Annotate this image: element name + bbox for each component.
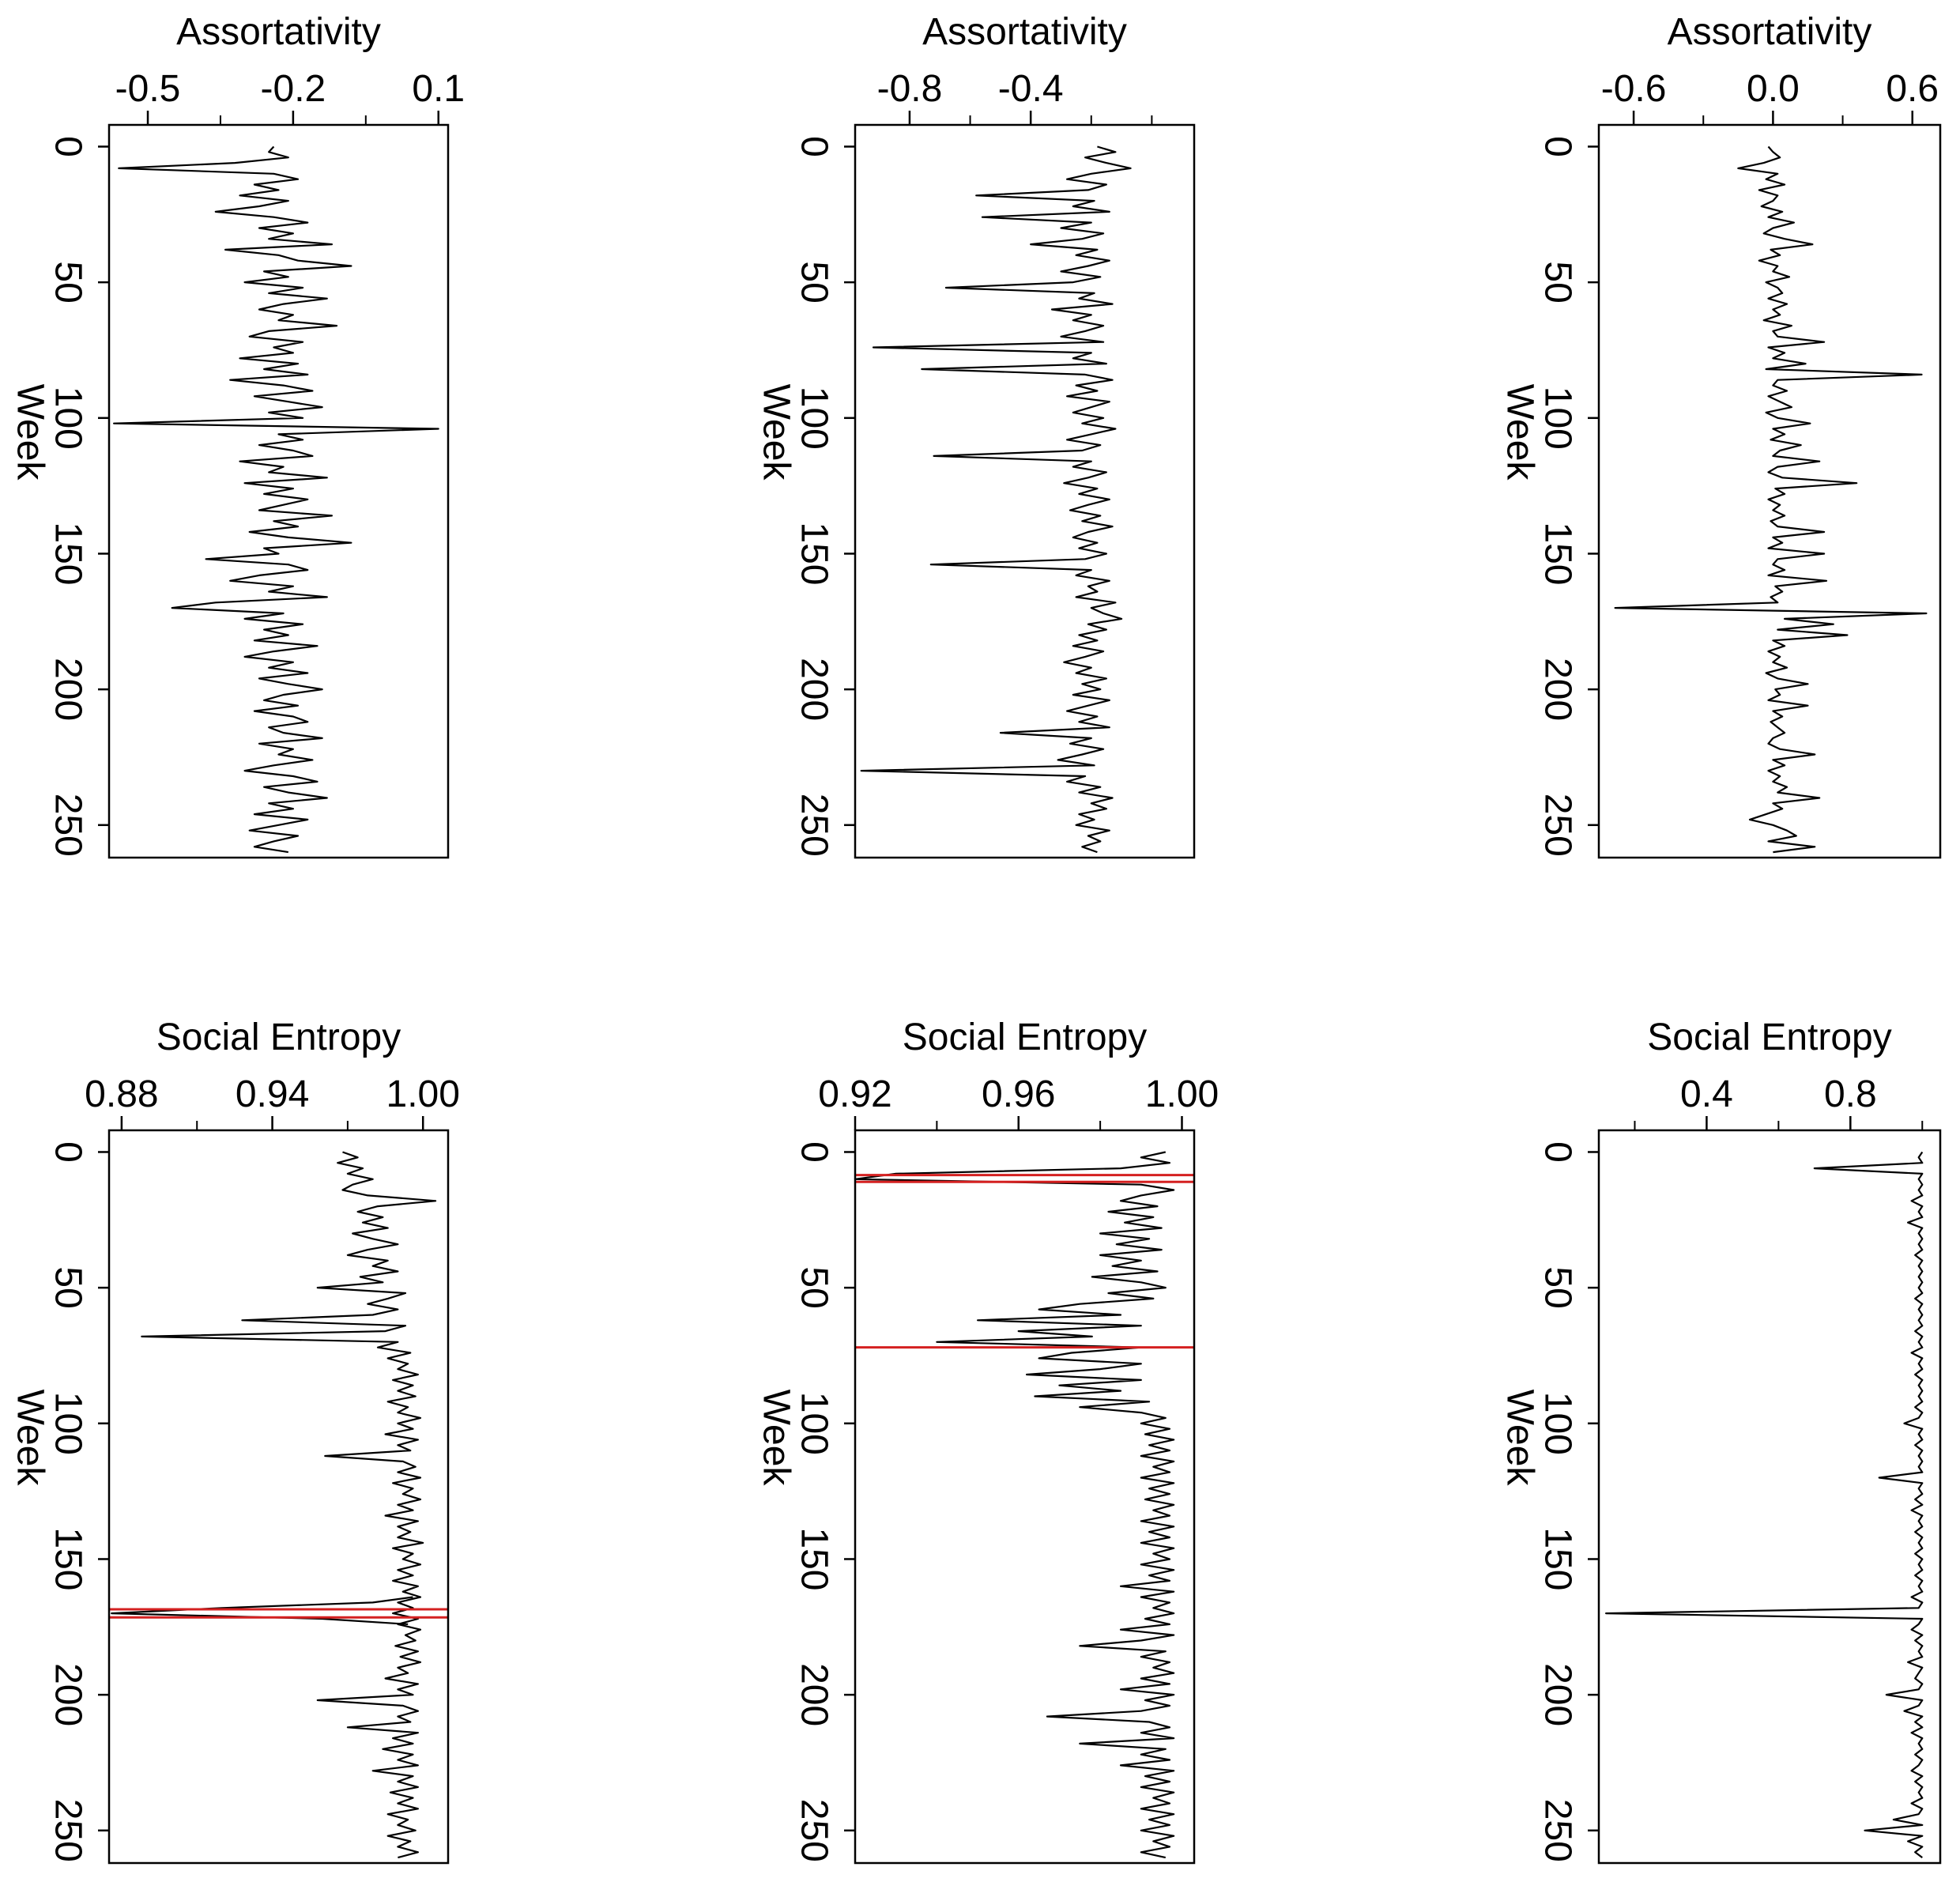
x-axis-title: Assortativity bbox=[922, 11, 1127, 53]
x-tick-label: 0.94 bbox=[236, 1073, 309, 1115]
x-tick-label: 0.8 bbox=[1824, 1073, 1877, 1115]
x-axis-title: Social Entropy bbox=[1647, 1016, 1892, 1058]
y-tick-label: 150 bbox=[47, 522, 89, 585]
y-tick-label: 50 bbox=[793, 1266, 835, 1308]
x-tick-label: 0.4 bbox=[1680, 1073, 1733, 1115]
y-tick-label: 100 bbox=[47, 387, 89, 450]
series-line-1 bbox=[1614, 145, 1928, 854]
y-tick-label: 200 bbox=[1537, 1663, 1579, 1726]
y-tick-label: 0 bbox=[793, 1141, 835, 1163]
y-axis-title: Week bbox=[756, 1390, 797, 1487]
plot-frame bbox=[854, 1129, 1196, 1865]
y-tick-label: 0 bbox=[47, 136, 89, 157]
y-tick-label: 200 bbox=[1537, 658, 1579, 721]
x-tick-label: 0.92 bbox=[818, 1073, 891, 1115]
x-axis-title: Assortativity bbox=[176, 11, 381, 53]
plot-frame bbox=[1597, 1129, 1942, 1865]
x-tick-label: 1.00 bbox=[386, 1073, 460, 1115]
series-line-1 bbox=[860, 145, 1132, 854]
series-line-1 bbox=[113, 145, 439, 854]
x-tick-label: -0.8 bbox=[877, 68, 943, 110]
y-tick-label: 250 bbox=[1537, 794, 1579, 857]
x-tick-label: -0.5 bbox=[115, 68, 181, 110]
y-tick-label: 100 bbox=[793, 387, 835, 450]
y-tick-label: 250 bbox=[793, 794, 835, 857]
series-line-2 bbox=[111, 1596, 413, 1625]
y-axis-title: Week bbox=[9, 384, 51, 481]
panel-6: 0.4 0.8 Social Entropy 0 50 100 150 200 250 Week bbox=[1499, 1016, 1942, 1865]
y-tick-label: 200 bbox=[793, 1663, 835, 1726]
y-tick-label: 150 bbox=[1537, 1527, 1579, 1590]
panel-4: 0.88 0.94 1.00 Social Entropy 0 50 100 150 200 25… bbox=[9, 1016, 460, 1865]
y-tick-label: 200 bbox=[47, 658, 89, 721]
x-axis-title: Assortativity bbox=[1668, 11, 1872, 53]
x-tick-label: -0.6 bbox=[1601, 68, 1667, 110]
y-tick-label: 200 bbox=[793, 658, 835, 721]
y-tick-label: 100 bbox=[1537, 1392, 1579, 1455]
plot-frame bbox=[107, 1129, 450, 1865]
y-tick-label: 150 bbox=[47, 1527, 89, 1590]
y-tick-label: 50 bbox=[1537, 1266, 1579, 1308]
y-axis-title: Week bbox=[9, 1390, 51, 1487]
y-tick-label: 250 bbox=[47, 794, 89, 857]
x-tick-label: -0.4 bbox=[998, 68, 1064, 110]
panel-1: -0.5 -0.2 0.1 Assortativity 0 50 100 150 200 250 W… bbox=[9, 11, 465, 859]
y-tick-label: 150 bbox=[793, 522, 835, 585]
y-tick-label: 0 bbox=[793, 136, 835, 157]
plot-frame bbox=[1597, 123, 1942, 859]
y-tick-label: 200 bbox=[47, 1663, 89, 1726]
x-tick-label: 0.96 bbox=[982, 1073, 1055, 1115]
x-tick-label: 0.88 bbox=[85, 1073, 158, 1115]
y-tick-label: 0 bbox=[47, 1141, 89, 1163]
panel-3: -0.6 0.0 0.6 Assortativity 0 50 100 150 200 250 We… bbox=[1499, 11, 1942, 859]
y-tick-label: 100 bbox=[47, 1392, 89, 1455]
y-tick-label: 150 bbox=[793, 1527, 835, 1590]
series-line-1 bbox=[1605, 1151, 1924, 1858]
y-tick-label: 250 bbox=[1537, 1799, 1579, 1862]
plot-frame bbox=[107, 123, 450, 859]
series-line-1 bbox=[141, 1151, 437, 1859]
y-tick-label: 50 bbox=[1537, 261, 1579, 303]
y-tick-label: 50 bbox=[47, 1266, 89, 1308]
y-tick-label: 250 bbox=[47, 1799, 89, 1862]
x-tick-label: 0.0 bbox=[1747, 68, 1800, 110]
panel-2: -0.8 -0.4 Assortativity 0 50 100 150 200 250 Week bbox=[756, 11, 1196, 859]
y-tick-label: 100 bbox=[793, 1392, 835, 1455]
y-tick-label: 250 bbox=[793, 1799, 835, 1862]
y-tick-label: 50 bbox=[47, 261, 89, 303]
y-tick-label: 0 bbox=[1537, 136, 1579, 157]
x-tick-label: 1.00 bbox=[1145, 1073, 1219, 1115]
y-tick-label: 50 bbox=[793, 261, 835, 303]
x-tick-label: 0.6 bbox=[1886, 68, 1939, 110]
panel-5: 0.92 0.96 1.00 Social Entropy 0 50 100 150 200 25… bbox=[756, 1016, 1219, 1865]
y-tick-label: 150 bbox=[1537, 522, 1579, 585]
y-axis-title: Week bbox=[1499, 384, 1541, 481]
x-tick-label: -0.2 bbox=[261, 68, 326, 110]
y-tick-label: 0 bbox=[1537, 1141, 1579, 1163]
series-line-1 bbox=[854, 1151, 1175, 1859]
plot-frame bbox=[854, 123, 1196, 859]
x-axis-title: Social Entropy bbox=[903, 1016, 1148, 1058]
x-tick-label: 0.1 bbox=[412, 68, 465, 110]
y-axis-title: Week bbox=[1499, 1390, 1541, 1487]
y-tick-label: 100 bbox=[1537, 387, 1579, 450]
y-axis-title: Week bbox=[756, 384, 797, 481]
x-axis-title: Social Entropy bbox=[156, 1016, 401, 1058]
